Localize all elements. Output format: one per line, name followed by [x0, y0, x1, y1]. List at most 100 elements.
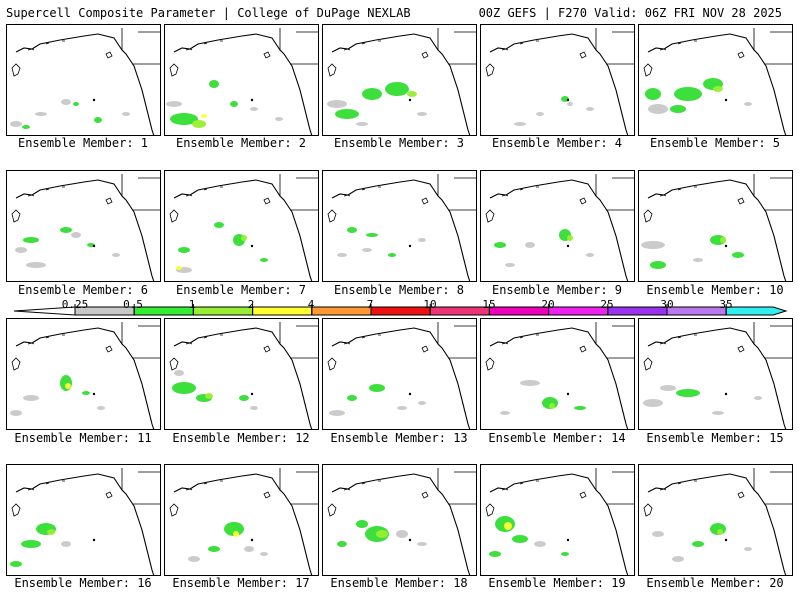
scp-contour-green — [670, 105, 686, 113]
panel-label-9: Ensemble Member: 9 — [491, 283, 623, 297]
political-border — [753, 468, 793, 505]
island-outline — [105, 345, 113, 353]
scp-contour-gray — [71, 232, 81, 238]
political-border — [279, 468, 319, 505]
hawaii-islands — [408, 538, 412, 542]
ensemble-panel-2[interactable] — [164, 24, 319, 136]
scp-contour-gray — [744, 102, 752, 106]
scp-contour-green — [732, 252, 744, 258]
ensemble-panel-16[interactable] — [6, 464, 161, 576]
scp-contour-gray — [61, 99, 71, 105]
scp-contour-gray — [744, 547, 752, 551]
scp-contour-green — [208, 546, 220, 552]
ensemble-panel-15[interactable] — [638, 318, 793, 430]
ensemble-panel-18[interactable] — [322, 464, 477, 576]
panel-label-4: Ensemble Member: 4 — [491, 136, 623, 150]
island-outline — [263, 197, 271, 205]
aleutian-islands — [185, 334, 223, 345]
ensemble-panel-19[interactable] — [480, 464, 635, 576]
aleutian-islands — [27, 480, 65, 491]
ensemble-panel-11[interactable] — [6, 318, 161, 430]
ensemble-panel-14[interactable] — [480, 318, 635, 430]
north-america-coastline — [15, 473, 155, 576]
political-border — [279, 174, 319, 211]
scp-contour-lime — [567, 235, 573, 241]
ensemble-panel-12[interactable] — [164, 318, 319, 430]
north-america-coastline — [15, 327, 155, 430]
panel-frame — [322, 318, 477, 430]
scp-contour-gray — [418, 238, 426, 242]
scale-tick: 4 — [307, 298, 315, 311]
scp-contour-gray — [188, 556, 200, 562]
island-outline — [105, 51, 113, 59]
political-border — [595, 468, 635, 505]
scp-contour-gray — [567, 102, 573, 106]
scp-contour-green — [347, 395, 357, 401]
scp-contour-gray — [23, 395, 39, 401]
panel-frame — [322, 170, 477, 282]
kamchatka-coast — [169, 63, 179, 77]
scp-contour-lime — [47, 529, 55, 535]
scp-contour-yellow — [65, 383, 71, 389]
scp-contour-gray — [418, 401, 426, 405]
scp-contour-green — [650, 261, 666, 269]
panel-label-12: Ensemble Member: 12 — [172, 431, 310, 445]
panel-label-10: Ensemble Member: 10 — [646, 283, 784, 297]
panel-frame — [164, 318, 319, 430]
scp-contour-yellow — [504, 522, 512, 530]
island-outline — [579, 491, 587, 499]
scp-contour-gray — [500, 411, 510, 415]
ensemble-panel-1[interactable] — [6, 24, 161, 136]
hawaii-islands — [250, 244, 254, 248]
kamchatka-coast — [327, 63, 337, 77]
hawaii-islands — [408, 98, 412, 102]
ensemble-panel-13[interactable] — [322, 318, 477, 430]
scp-contour-gray — [586, 253, 594, 257]
aleutian-islands — [501, 186, 539, 197]
hawaii-islands — [724, 538, 728, 542]
scp-contour-gray — [652, 531, 664, 537]
political-border — [279, 322, 319, 359]
ensemble-panel-5[interactable] — [638, 24, 793, 136]
scp-contour-gray — [244, 546, 254, 552]
panel-frame — [480, 170, 635, 282]
scp-contour-green — [362, 88, 382, 100]
panel-frame — [6, 24, 161, 136]
island-outline — [579, 197, 587, 205]
scp-contour-gray — [275, 117, 283, 121]
ensemble-panel-8[interactable] — [322, 170, 477, 282]
aleutian-islands — [659, 186, 697, 197]
ensemble-panel-7[interactable] — [164, 170, 319, 282]
ensemble-panel-10[interactable] — [638, 170, 793, 282]
scp-contour-gray — [586, 107, 594, 111]
scale-color-bin — [429, 306, 490, 316]
political-border — [121, 468, 161, 505]
scp-contour-gray — [15, 247, 27, 253]
ensemble-panel-9[interactable] — [480, 170, 635, 282]
scp-contour-green — [347, 227, 357, 233]
scp-contour-green — [230, 101, 238, 107]
scale-high-arrow — [725, 306, 788, 316]
scp-contour-gray — [356, 122, 368, 126]
ensemble-panel-4[interactable] — [480, 24, 635, 136]
ensemble-panel-6[interactable] — [6, 170, 161, 282]
aleutian-islands — [343, 186, 381, 197]
run-valid-time: 00Z GEFS | F270 Valid: 06Z FRI NOV 28 20… — [478, 6, 782, 20]
scale-tick: 2 — [247, 298, 255, 311]
ensemble-panel-3[interactable] — [322, 24, 477, 136]
scp-contour-gray — [166, 101, 182, 107]
scp-contour-lime — [717, 529, 723, 535]
island-outline — [105, 197, 113, 205]
kamchatka-coast — [11, 503, 21, 517]
scp-contour-yellow — [201, 114, 207, 118]
north-america-coastline — [15, 179, 155, 282]
ensemble-panel-20[interactable] — [638, 464, 793, 576]
scp-contour-green — [172, 382, 196, 394]
ensemble-panel-17[interactable] — [164, 464, 319, 576]
scp-contour-green — [561, 552, 569, 556]
scp-contour-green — [170, 113, 198, 125]
scp-contour-gray — [97, 406, 105, 410]
scp-contour-green — [214, 222, 224, 228]
scp-contour-gray — [660, 385, 676, 391]
